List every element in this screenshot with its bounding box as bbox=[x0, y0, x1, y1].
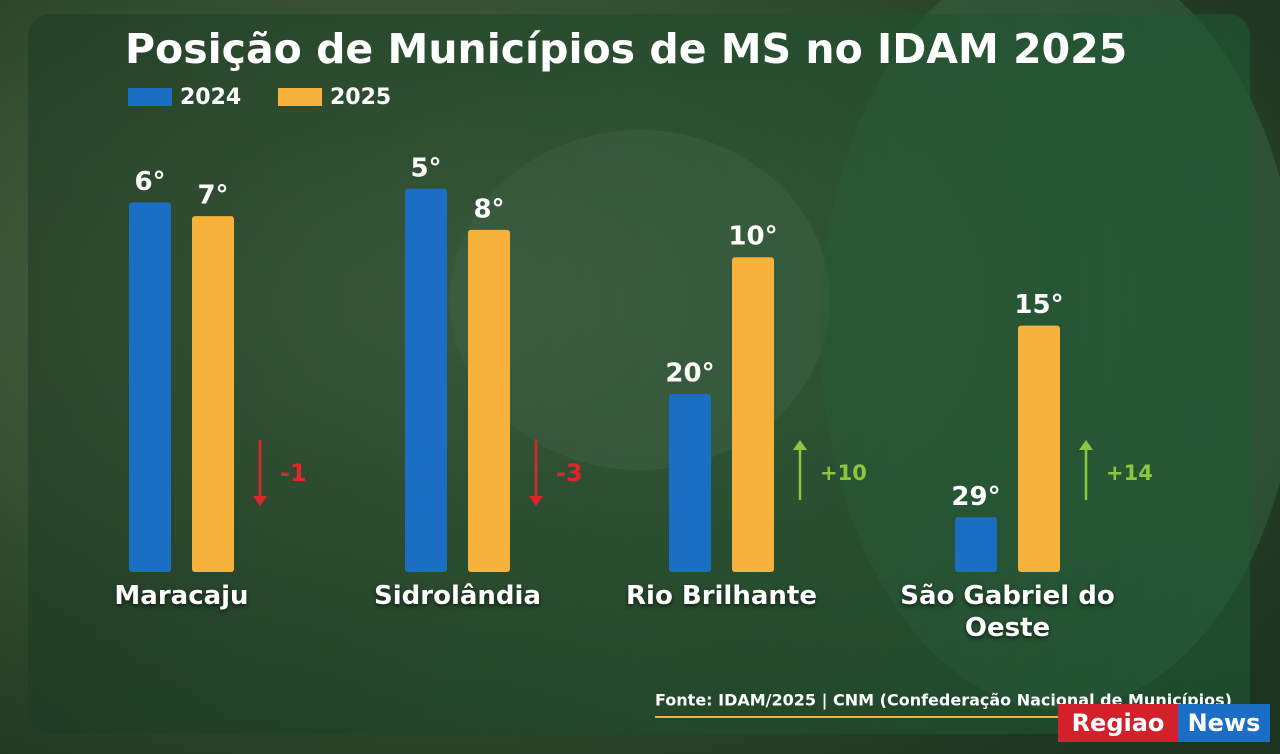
legend-label: 2025 bbox=[330, 85, 391, 110]
bar bbox=[405, 188, 447, 572]
bar bbox=[1018, 325, 1060, 572]
value-label: 20° bbox=[665, 359, 714, 389]
legend-label: 2024 bbox=[180, 85, 241, 110]
category-label: São Gabriel do Oeste bbox=[900, 581, 1115, 643]
category-label: Sidrolândia bbox=[374, 581, 541, 611]
logo-right: News bbox=[1188, 709, 1261, 737]
category-label: Rio Brilhante bbox=[626, 581, 817, 611]
bar bbox=[129, 202, 171, 572]
arrow-head bbox=[793, 440, 807, 450]
logo-left-bg bbox=[1058, 704, 1178, 742]
bar bbox=[669, 394, 711, 572]
panel bbox=[28, 14, 1250, 734]
change-label: -3 bbox=[556, 459, 583, 487]
arrow-head bbox=[1079, 440, 1093, 450]
bar bbox=[468, 229, 510, 572]
value-label: 5° bbox=[410, 153, 441, 183]
bar bbox=[732, 257, 774, 572]
legend-swatch bbox=[278, 88, 322, 106]
change-label: -1 bbox=[280, 459, 307, 487]
category-label: Maracaju bbox=[114, 581, 249, 611]
bar bbox=[192, 216, 234, 572]
logo-left: Regiao bbox=[1072, 709, 1165, 737]
chart-title: Posição de Municípios de MS no IDAM 2025 bbox=[125, 25, 1127, 73]
value-label: 10° bbox=[728, 222, 777, 252]
value-label: 7° bbox=[197, 181, 228, 211]
change-label: +10 bbox=[820, 461, 867, 485]
arrow-head bbox=[253, 496, 267, 506]
value-label: 8° bbox=[473, 194, 504, 224]
value-label: 15° bbox=[1014, 290, 1063, 320]
bar bbox=[955, 517, 997, 572]
arrow-head bbox=[529, 496, 543, 506]
value-label: 6° bbox=[134, 167, 165, 197]
change-label: +14 bbox=[1106, 461, 1153, 485]
logo-right-bg bbox=[1178, 704, 1270, 742]
legend-swatch bbox=[128, 88, 172, 106]
value-label: 29° bbox=[951, 482, 1000, 512]
